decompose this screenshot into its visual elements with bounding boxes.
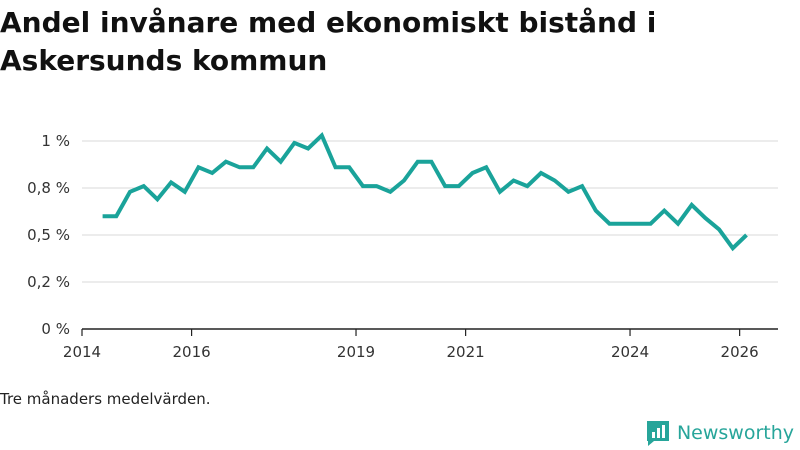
y-tick-label: 0,8 % bbox=[27, 179, 70, 197]
data-point bbox=[279, 160, 283, 164]
data-point bbox=[251, 165, 255, 169]
data-point bbox=[498, 190, 502, 194]
data-point bbox=[703, 216, 707, 220]
data-point bbox=[101, 214, 105, 218]
x-tick-label: 2024 bbox=[611, 343, 649, 361]
y-tick-label: 0,5 % bbox=[27, 226, 70, 244]
x-tick-label: 2021 bbox=[447, 343, 485, 361]
data-point bbox=[525, 184, 529, 188]
brand-name: Newsworthy bbox=[676, 422, 794, 444]
data-point bbox=[744, 233, 748, 237]
data-point bbox=[690, 203, 694, 207]
data-point bbox=[676, 222, 680, 226]
x-axis-ticks: 2014 2016 2019 2021 2024 2026 bbox=[63, 329, 759, 361]
data-point bbox=[388, 190, 392, 194]
series-layer bbox=[101, 131, 748, 252]
x-tick-label: 2016 bbox=[173, 343, 211, 361]
x-tick-label: 2026 bbox=[721, 343, 759, 361]
data-point bbox=[361, 184, 365, 188]
chart-title: Andel invånare med ekonomiskt bistånd i … bbox=[0, 6, 657, 77]
data-point bbox=[292, 141, 296, 145]
series-line bbox=[102, 131, 748, 252]
data-point bbox=[429, 160, 433, 164]
gridlines bbox=[82, 140, 778, 330]
data-point bbox=[142, 184, 146, 188]
data-point bbox=[333, 165, 337, 169]
y-tick-label: 0 % bbox=[41, 320, 70, 338]
newsworthy-logo-icon bbox=[646, 421, 669, 446]
data-point bbox=[553, 178, 557, 182]
data-point bbox=[649, 222, 653, 226]
data-point bbox=[512, 178, 516, 182]
data-point bbox=[416, 160, 420, 164]
data-point bbox=[566, 190, 570, 194]
data-point bbox=[443, 184, 447, 188]
x-tick-label: 2014 bbox=[63, 343, 101, 361]
data-point bbox=[114, 214, 118, 218]
data-point bbox=[717, 227, 721, 231]
data-point bbox=[662, 209, 666, 213]
data-point bbox=[457, 184, 461, 188]
x-tick-label: 2019 bbox=[337, 343, 375, 361]
y-axis-ticks: 0 % 0,2 % 0,5 % 0,8 % 1 % bbox=[27, 132, 70, 338]
data-point bbox=[375, 184, 379, 188]
data-point bbox=[224, 160, 228, 164]
data-point bbox=[320, 133, 324, 137]
data-point bbox=[635, 222, 639, 226]
data-point bbox=[169, 180, 173, 184]
data-point bbox=[607, 222, 611, 226]
data-point bbox=[731, 246, 735, 250]
data-point bbox=[484, 165, 488, 169]
data-point bbox=[621, 222, 625, 226]
data-point bbox=[238, 165, 242, 169]
data-point bbox=[210, 171, 214, 175]
data-point bbox=[183, 190, 187, 194]
data-point bbox=[347, 165, 351, 169]
y-tick-label: 1 % bbox=[41, 132, 70, 150]
data-point bbox=[402, 178, 406, 182]
data-point bbox=[580, 184, 584, 188]
data-point bbox=[470, 171, 474, 175]
data-point bbox=[265, 147, 269, 151]
y-tick-label: 0,2 % bbox=[27, 273, 70, 291]
data-point bbox=[128, 190, 132, 194]
data-point bbox=[306, 147, 310, 151]
data-point bbox=[539, 171, 543, 175]
brand-logo[interactable]: Newsworthy bbox=[645, 418, 794, 448]
data-point bbox=[155, 197, 159, 201]
data-point bbox=[594, 209, 598, 213]
data-point bbox=[196, 165, 200, 169]
footnote: Tre månaders medelvärden. bbox=[0, 390, 211, 408]
